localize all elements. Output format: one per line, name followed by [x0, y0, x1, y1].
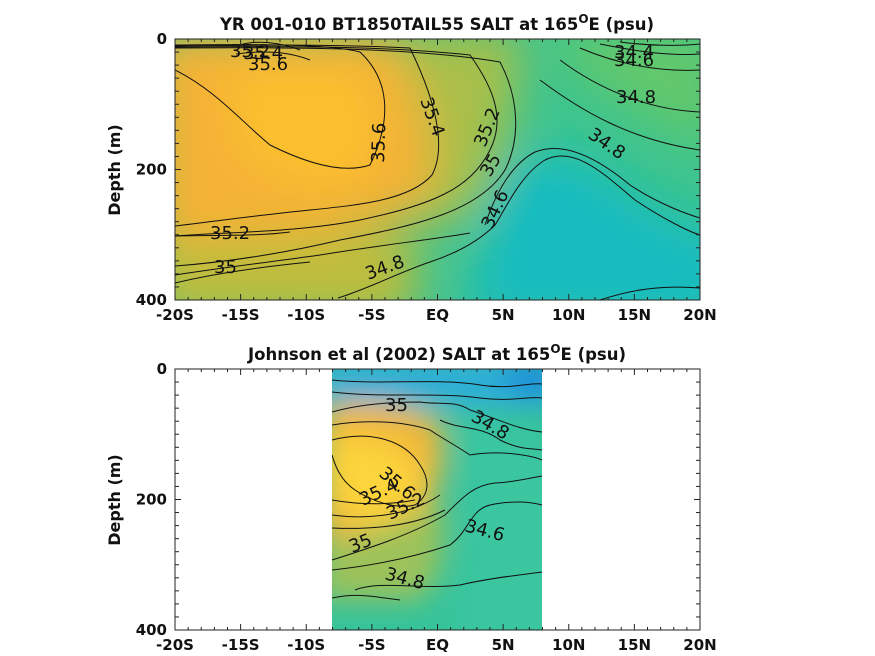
x-tick-label: -15S: [222, 636, 260, 654]
x-tick-label: -15S: [222, 306, 260, 324]
contour-label: 35.4: [243, 43, 283, 64]
x-tick-label: -10S: [287, 306, 325, 324]
top-axes: -20S -15S -10S -5S EQ 5N 10N 15N 20N 0 200 400: [136, 30, 717, 324]
bottom-chart-title: Johnson et al (2002) SALT at 165OE (psu): [247, 342, 626, 364]
bottom-contour-lines: [332, 379, 542, 601]
x-tick-label: 10N: [552, 306, 585, 324]
y-tick-label: 400: [136, 291, 167, 309]
bottom-heatmap-field: [332, 369, 542, 630]
x-tick-label: EQ: [426, 306, 449, 324]
y-tick-label: 200: [136, 491, 167, 509]
x-tick-label: 15N: [618, 306, 651, 324]
contour-label: 35: [385, 395, 408, 416]
x-tick-label: -5S: [358, 306, 385, 324]
top-chart: 35.2 35.4 35.6 35.6 35.4 35.2 35 34.6 34…: [105, 12, 717, 324]
x-tick-label: 5N: [492, 306, 515, 324]
contour-label: 35.6: [248, 54, 288, 75]
x-tick-label: 5N: [492, 636, 515, 654]
x-tick-label: 10N: [552, 636, 585, 654]
bottom-chart: 35 34.8 35.6 35.4 35.2 35 34.6 34.8 -20S…: [105, 342, 717, 654]
x-tick-label: -20S: [156, 636, 194, 654]
bottom-y-axis-label: Depth (m): [105, 454, 124, 546]
x-tick-label: 20N: [683, 306, 716, 324]
y-tick-label: 400: [136, 621, 167, 639]
x-tick-label: -20S: [156, 306, 194, 324]
contour-label: 34.6: [614, 50, 654, 71]
top-y-axis-label: Depth (m): [105, 124, 124, 216]
x-tick-label: 15N: [618, 636, 651, 654]
top-contour-lines: [175, 41, 700, 300]
contour-label: 35.2: [210, 223, 250, 244]
x-tick-label: -5S: [358, 636, 385, 654]
x-tick-label: 20N: [683, 636, 716, 654]
contour-label: 34.4: [614, 42, 654, 63]
top-chart-title: YR 001-010 BT1850TAIL55 SALT at 165OE (p…: [219, 12, 654, 34]
y-tick-label: 0: [157, 360, 167, 378]
x-tick-label: -10S: [287, 636, 325, 654]
contour-label: 35.6: [368, 122, 390, 163]
top-heatmap-field: [175, 39, 700, 300]
bottom-axes: -20S -15S -10S -5S EQ 5N 10N 15N 20N 0 200 400: [136, 360, 717, 654]
contour-label: 35: [214, 257, 237, 278]
contour-label: 35.2: [230, 41, 270, 62]
y-tick-label: 0: [157, 30, 167, 48]
y-tick-label: 200: [136, 161, 167, 179]
x-tick-label: EQ: [426, 636, 449, 654]
contour-label: 34.8: [616, 87, 656, 108]
